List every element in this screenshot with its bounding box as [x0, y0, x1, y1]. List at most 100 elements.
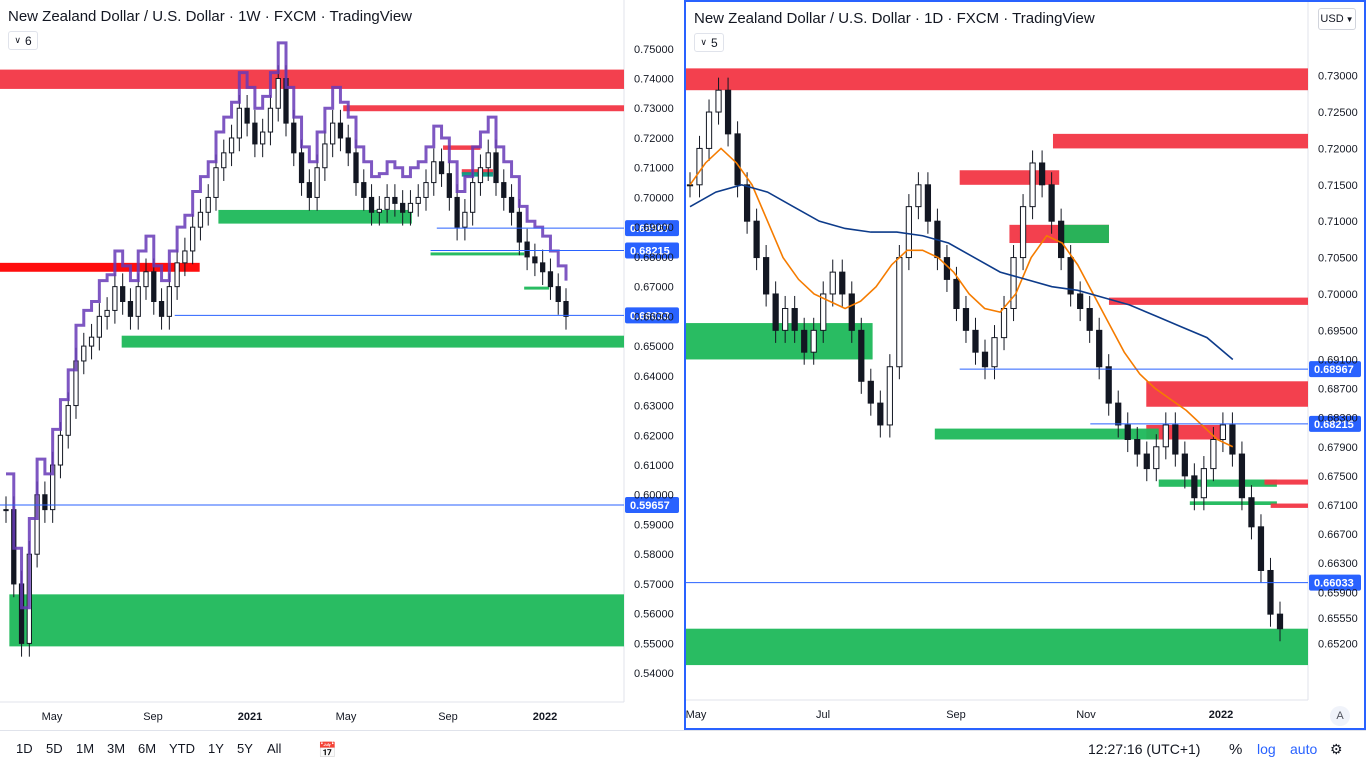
indicator-toggle[interactable]: ∨ 5 [694, 33, 724, 52]
indicator-toggle[interactable]: ∨ 6 [8, 31, 38, 50]
candle-body [715, 89, 722, 113]
candle-body [1162, 424, 1169, 448]
candle-body [772, 293, 779, 331]
range-button-1d[interactable]: 1D [16, 741, 33, 756]
candle-body [431, 161, 437, 184]
y-tick-label: 0.70500 [1318, 253, 1358, 265]
zone-rect [1052, 133, 1308, 149]
range-button-1y[interactable]: 1Y [208, 741, 224, 756]
settings-icon[interactable]: ⚙ [1330, 741, 1343, 757]
weekly-chart-pane[interactable]: New Zealand Dollar / U.S. Dollar · 1W · … [0, 0, 682, 730]
candle-body [462, 211, 468, 228]
candle-body [1124, 424, 1131, 440]
candle-body [252, 122, 258, 145]
chart-title: New Zealand Dollar / U.S. Dollar · 1D · … [694, 10, 1095, 27]
currency-select[interactable]: USD ▼ [1318, 8, 1356, 30]
y-tick-label: 0.55000 [634, 638, 674, 650]
y-tick-label: 0.66300 [1318, 558, 1358, 570]
zone-rect [1264, 479, 1308, 485]
candle-body [158, 300, 165, 317]
zone-rect [218, 209, 412, 224]
candle-body [1238, 453, 1246, 499]
candle-body [547, 271, 554, 288]
candle-body [953, 278, 960, 310]
candle-body [791, 308, 798, 331]
clock-readout[interactable]: 12:27:16 (UTC+1) [1088, 741, 1201, 757]
y-tick-label: 0.66700 [1318, 529, 1358, 541]
candle-body [915, 184, 922, 208]
candle-body [291, 122, 297, 154]
candle-body [438, 161, 445, 175]
chevron-down-icon: ∨ [14, 35, 21, 45]
candle-body [1019, 206, 1027, 259]
x-tick-label: Sep [946, 709, 966, 721]
candle-body [1248, 497, 1255, 528]
y-tick-label: 0.72500 [1318, 107, 1358, 119]
range-button-all[interactable]: All [267, 741, 282, 756]
candle-body [743, 184, 751, 222]
range-button-6m[interactable]: 6M [138, 741, 157, 756]
log-toggle[interactable]: log [1257, 741, 1276, 757]
candle-body [1038, 162, 1046, 186]
candle-body [532, 256, 538, 264]
y-tick-label: 0.70000 [634, 192, 674, 204]
zone-rect [1108, 297, 1308, 305]
y-tick-label: 0.54000 [634, 668, 674, 680]
range-button-3m[interactable]: 3M [107, 741, 126, 756]
range-button-5d[interactable]: 5D [46, 741, 63, 756]
zone-rect [934, 428, 1159, 440]
candle-body [477, 167, 484, 184]
x-tick-label: Nov [1076, 709, 1096, 721]
candle-body [686, 184, 694, 187]
percent-toggle[interactable]: % [1229, 741, 1243, 758]
candle-body [1229, 424, 1236, 455]
weekly-chart-svg[interactable]: 0.68967 0.68215 0.66033 0.59657 0.75000 0.740… [0, 0, 682, 730]
daily-chart-svg[interactable]: 0.68967 0.68215 0.66033 0.73000 0.72500 0.720… [686, 2, 1364, 728]
y-tick-label: 0.67000 [634, 282, 674, 294]
candle-body [1010, 257, 1017, 310]
indicator-count: 6 [24, 33, 32, 48]
candle-body [810, 329, 817, 353]
candle-body [493, 152, 499, 184]
candle-body [81, 345, 87, 362]
price-label: 0.59657 [630, 500, 670, 512]
zone-rect [343, 105, 624, 112]
candle-body [96, 315, 102, 338]
range-button-1m[interactable]: 1M [76, 741, 95, 756]
candle-body [182, 250, 188, 264]
candle-body [306, 182, 312, 198]
candle-body [275, 78, 281, 109]
candle-body [1153, 446, 1160, 470]
price-label: 0.66033 [1314, 578, 1354, 590]
candle-body [1191, 475, 1198, 499]
candle-body [1210, 438, 1217, 470]
auto-toggle[interactable]: auto [1290, 741, 1318, 757]
daily-chart-pane[interactable]: New Zealand Dollar / U.S. Dollar · 1D · … [684, 0, 1366, 730]
range-button-5y[interactable]: 5Y [237, 741, 253, 756]
candle-body [1134, 438, 1141, 455]
price-label: 0.66033 [630, 310, 670, 322]
range-button-ytd[interactable]: YTD [169, 741, 195, 756]
x-tick-label: Jul [816, 709, 830, 721]
calendar-range-icon[interactable]: 📅 [318, 742, 337, 759]
candle-body [839, 271, 846, 295]
auto-scale-button[interactable]: A [1330, 706, 1350, 726]
candle-body [166, 286, 172, 317]
zone-rect [9, 594, 625, 647]
y-tick-label: 0.73000 [634, 103, 674, 115]
chevron-down-icon: ▼ [1345, 14, 1354, 24]
candle-body [1200, 468, 1207, 499]
zone-rect [686, 323, 873, 360]
y-tick-label: 0.69100 [1318, 354, 1358, 366]
y-tick-label: 0.71000 [1318, 216, 1358, 228]
candle-body [981, 351, 989, 368]
indicator-count: 5 [710, 35, 718, 50]
y-tick-label: 0.58000 [634, 549, 674, 561]
candle-body [1000, 308, 1008, 339]
y-tick-label: 0.63000 [634, 401, 674, 413]
zone-rect [461, 172, 493, 177]
y-tick-label: 0.59000 [634, 519, 674, 531]
candle-body [763, 257, 770, 295]
candle-body [782, 308, 789, 331]
candle-body [1143, 453, 1150, 470]
